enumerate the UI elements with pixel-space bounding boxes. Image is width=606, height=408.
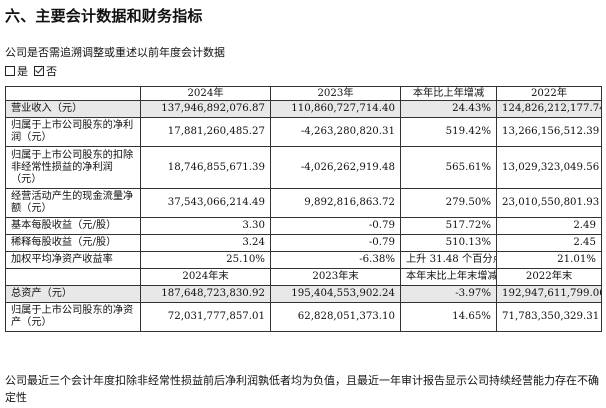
table-row: 稀释每股收益（元/股） 3.24 -0.79 510.13% 2.45 bbox=[5, 234, 602, 252]
header-cell: 2024年末 bbox=[140, 268, 271, 286]
cell-value: 23,010,550,801.93 bbox=[496, 188, 602, 218]
cell-value: -0.79 bbox=[270, 234, 401, 252]
row-label: 归属于上市公司股东的净资产（元） bbox=[5, 302, 141, 332]
table1-header-row: 2024年 2023年 本年比上年增减 2022年 bbox=[5, 86, 602, 101]
restatement-question: 公司是否需追溯调整或重述以前年度会计数据 bbox=[5, 46, 225, 59]
cell-value: 110,860,727,714.40 bbox=[270, 100, 401, 118]
checkbox-no-icon[interactable] bbox=[34, 66, 44, 76]
row-label: 归属于上市公司股东的净利润（元） bbox=[5, 117, 141, 147]
cell-value: -4,026,262,919.48 bbox=[270, 146, 401, 189]
table-row: 营业收入（元） 137,946,892,076.87 110,860,727,7… bbox=[5, 100, 602, 118]
table-row: 总资产（元） 187,648,723,830.92 195,404,553,90… bbox=[5, 285, 602, 303]
cell-value: 上升 31.48 个百分点 bbox=[400, 251, 497, 269]
cell-value: 71,783,350,329.31 bbox=[496, 302, 602, 332]
cell-value: 3.24 bbox=[140, 234, 271, 252]
cell-value: 21.01% bbox=[496, 251, 602, 269]
cell-value: 17,881,260,485.27 bbox=[140, 117, 271, 147]
cell-value: 192,947,611,799.00 bbox=[496, 285, 602, 303]
table-row: 归属于上市公司股东的净利润（元） 17,881,260,485.27 -4,26… bbox=[5, 117, 602, 147]
header-cell: 2022年末 bbox=[496, 268, 602, 286]
cell-value: 13,266,156,512.39 bbox=[496, 117, 602, 147]
financial-indicators-table: 2024年 2023年 本年比上年增减 2022年 营业收入（元） 137,94… bbox=[5, 86, 602, 332]
cell-value: 25.10% bbox=[140, 251, 271, 269]
cell-value: -3.97% bbox=[400, 285, 497, 303]
section-title: 六、主要会计数据和财务指标 bbox=[5, 7, 203, 25]
cell-value: 13,029,323,049.56 bbox=[496, 146, 602, 189]
cell-value: 517.72% bbox=[400, 217, 497, 235]
going-concern-note: 公司最近三个会计年度扣除非经常性损益前后净利润孰低者均为负值，且最近一年审计报告… bbox=[5, 374, 599, 404]
cell-value: 24.43% bbox=[400, 100, 497, 118]
cell-value: 124,826,212,177.74 bbox=[496, 100, 602, 118]
header-cell: 2023年 bbox=[270, 86, 401, 101]
cell-value: 137,946,892,076.87 bbox=[140, 100, 271, 118]
header-cell: 2023年末 bbox=[270, 268, 401, 286]
cell-value: 9,892,816,863.72 bbox=[270, 188, 401, 218]
table-row: 归属于上市公司股东的扣除非经常性损益的净利润（元） 18,746,855,671… bbox=[5, 146, 602, 189]
row-label: 加权平均净资产收益率 bbox=[5, 251, 141, 269]
cell-value: 565.61% bbox=[400, 146, 497, 189]
table-row: 基本每股收益（元/股） 3.30 -0.79 517.72% 2.49 bbox=[5, 217, 602, 235]
row-label: 稀释每股收益（元/股） bbox=[5, 234, 141, 252]
cell-value: 187,648,723,830.92 bbox=[140, 285, 271, 303]
header-cell: 2024年 bbox=[140, 86, 271, 101]
header-cell bbox=[5, 86, 141, 101]
cell-value: 195,404,553,902.24 bbox=[270, 285, 401, 303]
cell-value: 37,543,066,214.49 bbox=[140, 188, 271, 218]
header-cell: 2022年 bbox=[496, 86, 602, 101]
cell-value: 62,828,051,373.10 bbox=[270, 302, 401, 332]
cell-value: 279.50% bbox=[400, 188, 497, 218]
header-cell: 本年末比上年末增减 bbox=[400, 268, 497, 286]
row-label: 经营活动产生的现金流量净额（元） bbox=[5, 188, 141, 218]
cell-value: 18,746,855,671.39 bbox=[140, 146, 271, 189]
cell-value: -6.38% bbox=[270, 251, 401, 269]
table2-header-row: 2024年末 2023年末 本年末比上年末增减 2022年末 bbox=[5, 268, 602, 286]
cell-value: 14.65% bbox=[400, 302, 497, 332]
row-label: 营业收入（元） bbox=[5, 100, 141, 118]
cell-value: -0.79 bbox=[270, 217, 401, 235]
header-cell bbox=[5, 268, 141, 286]
cell-value: 72,031,777,857.01 bbox=[140, 302, 271, 332]
row-label: 基本每股收益（元/股） bbox=[5, 217, 141, 235]
row-label: 归属于上市公司股东的扣除非经常性损益的净利润（元） bbox=[5, 146, 141, 189]
cell-value: 519.42% bbox=[400, 117, 497, 147]
cell-value: 2.45 bbox=[496, 234, 602, 252]
cell-value: 510.13% bbox=[400, 234, 497, 252]
cell-value: -4,263,280,820.31 bbox=[270, 117, 401, 147]
table-row: 加权平均净资产收益率 25.10% -6.38% 上升 31.48 个百分点 2… bbox=[5, 251, 602, 269]
table-row: 归属于上市公司股东的净资产（元） 72,031,777,857.01 62,82… bbox=[5, 302, 602, 332]
option-yes-label: 是 bbox=[17, 65, 28, 78]
option-no-label: 否 bbox=[46, 65, 57, 78]
checkbox-yes-icon[interactable] bbox=[5, 66, 15, 76]
cell-value: 3.30 bbox=[140, 217, 271, 235]
cell-value: 2.49 bbox=[496, 217, 602, 235]
restatement-options: 是 否 bbox=[5, 63, 57, 79]
header-cell: 本年比上年增减 bbox=[400, 86, 497, 101]
table-row: 经营活动产生的现金流量净额（元） 37,543,066,214.49 9,892… bbox=[5, 188, 602, 218]
row-label: 总资产（元） bbox=[5, 285, 141, 303]
